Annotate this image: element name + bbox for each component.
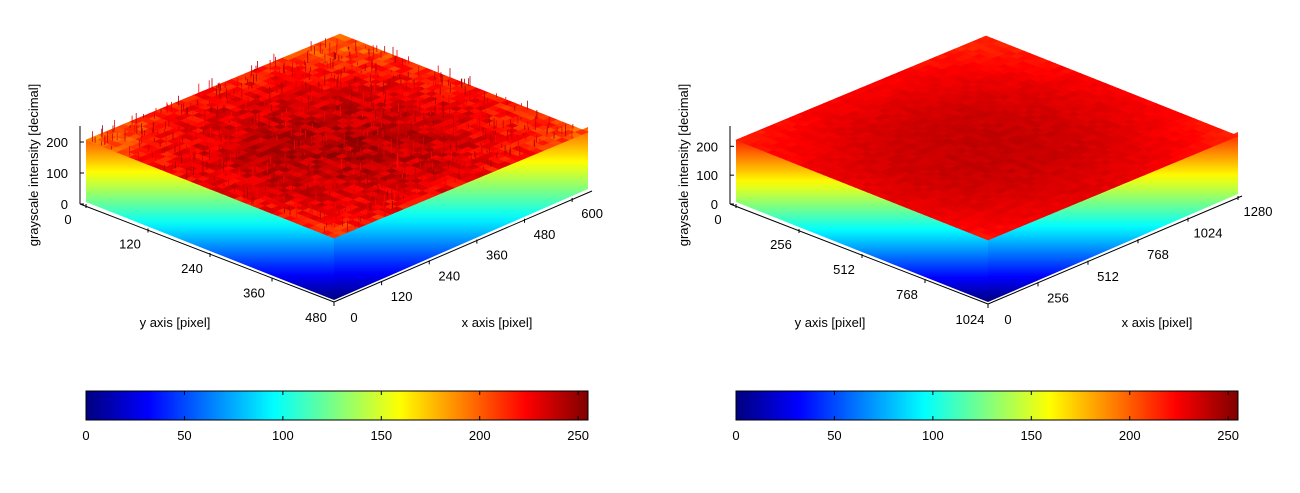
x-tick-label: 1024: [1194, 226, 1223, 241]
y-axis-label: y axis [pixel]: [140, 315, 211, 330]
y-tick-label: 360: [243, 286, 265, 301]
y-tick-label: 1024: [956, 312, 985, 327]
x-tick-label: 480: [534, 227, 556, 242]
surface-top: [85, 33, 589, 239]
colorbar-tick-label: 200: [1119, 428, 1141, 443]
x-tick-label: 360: [486, 248, 508, 263]
y-tick-label: 480: [305, 310, 327, 325]
colorbar-tick-label: 100: [272, 428, 294, 443]
x-tick-label: 256: [1047, 290, 1069, 305]
colorbar: 0 50 100 150 200 250: [82, 390, 589, 443]
axes: 0 100 200 0 256 512 768 1024 0 256 512 768 1024 1280: [696, 126, 1272, 327]
x-tick-label: 600: [581, 206, 603, 221]
x-tick-label: 120: [391, 289, 413, 304]
colorbar-tick-label: 0: [82, 428, 89, 443]
z-axis-label: grayscale intensity [decimal]: [676, 84, 691, 247]
right-side-face: [334, 127, 588, 300]
y-tick-label: 240: [181, 261, 203, 276]
axes: 0 100 200 0 120 240 360 480 0 120 240 360 480 600: [46, 126, 603, 325]
z-tick-label: 0: [61, 197, 68, 212]
y-tick-label: 120: [119, 237, 141, 252]
right-side-face: [988, 132, 1238, 302]
colorbar-tick-label: 150: [1020, 428, 1042, 443]
colorbar-tick-label: 50: [827, 428, 841, 443]
x-tick-label: 768: [1147, 247, 1169, 262]
colorbar: 0 50 100 150 200 250: [732, 390, 1239, 443]
x-tick-label: 240: [438, 268, 460, 283]
left-side-face: [736, 140, 988, 302]
z-tick-label: 200: [696, 139, 718, 154]
surface-top: [735, 35, 1239, 241]
colorbar-tick-label: 150: [370, 428, 392, 443]
colorbar-tick-label: 50: [177, 428, 191, 443]
left-side-face: [86, 140, 334, 300]
y-tick-label: 0: [64, 212, 71, 227]
colorbar-tick-label: 250: [567, 428, 589, 443]
x-axis-label: x axis [pixel]: [462, 315, 533, 330]
z-tick-label: 100: [46, 166, 68, 181]
x-tick-label: 512: [1097, 269, 1119, 284]
z-tick-label: 0: [711, 197, 718, 212]
colorbar-tick-label: 200: [469, 428, 491, 443]
x-tick-label: 0: [350, 310, 357, 325]
surface-body: [86, 127, 588, 300]
colorbar-gradient: [85, 390, 589, 421]
y-tick-label: 768: [896, 287, 918, 302]
z-tick-label: 100: [696, 168, 718, 183]
y-tick-label: 256: [770, 237, 792, 252]
y-tick-label: 0: [714, 212, 721, 227]
y-tick-label: 512: [833, 262, 855, 277]
y-axis-label: y axis [pixel]: [795, 315, 866, 330]
surface-plot-left: 0 100 200 0 120 240 360 480 0 120 240 360 480 600 gra…: [26, 33, 603, 443]
x-axis-label: x axis [pixel]: [1122, 315, 1193, 330]
colorbar-gradient: [735, 390, 1239, 421]
colorbar-tick-label: 100: [922, 428, 944, 443]
surface-body: [736, 132, 1238, 302]
colorbar-tick-label: 0: [732, 428, 739, 443]
x-tick-label: 1280: [1244, 204, 1273, 219]
x-tick-label: 0: [1004, 312, 1011, 327]
z-axis-label: grayscale intensity [decimal]: [26, 84, 41, 247]
colorbar-tick-label: 250: [1217, 428, 1239, 443]
z-tick-label: 200: [46, 135, 68, 150]
